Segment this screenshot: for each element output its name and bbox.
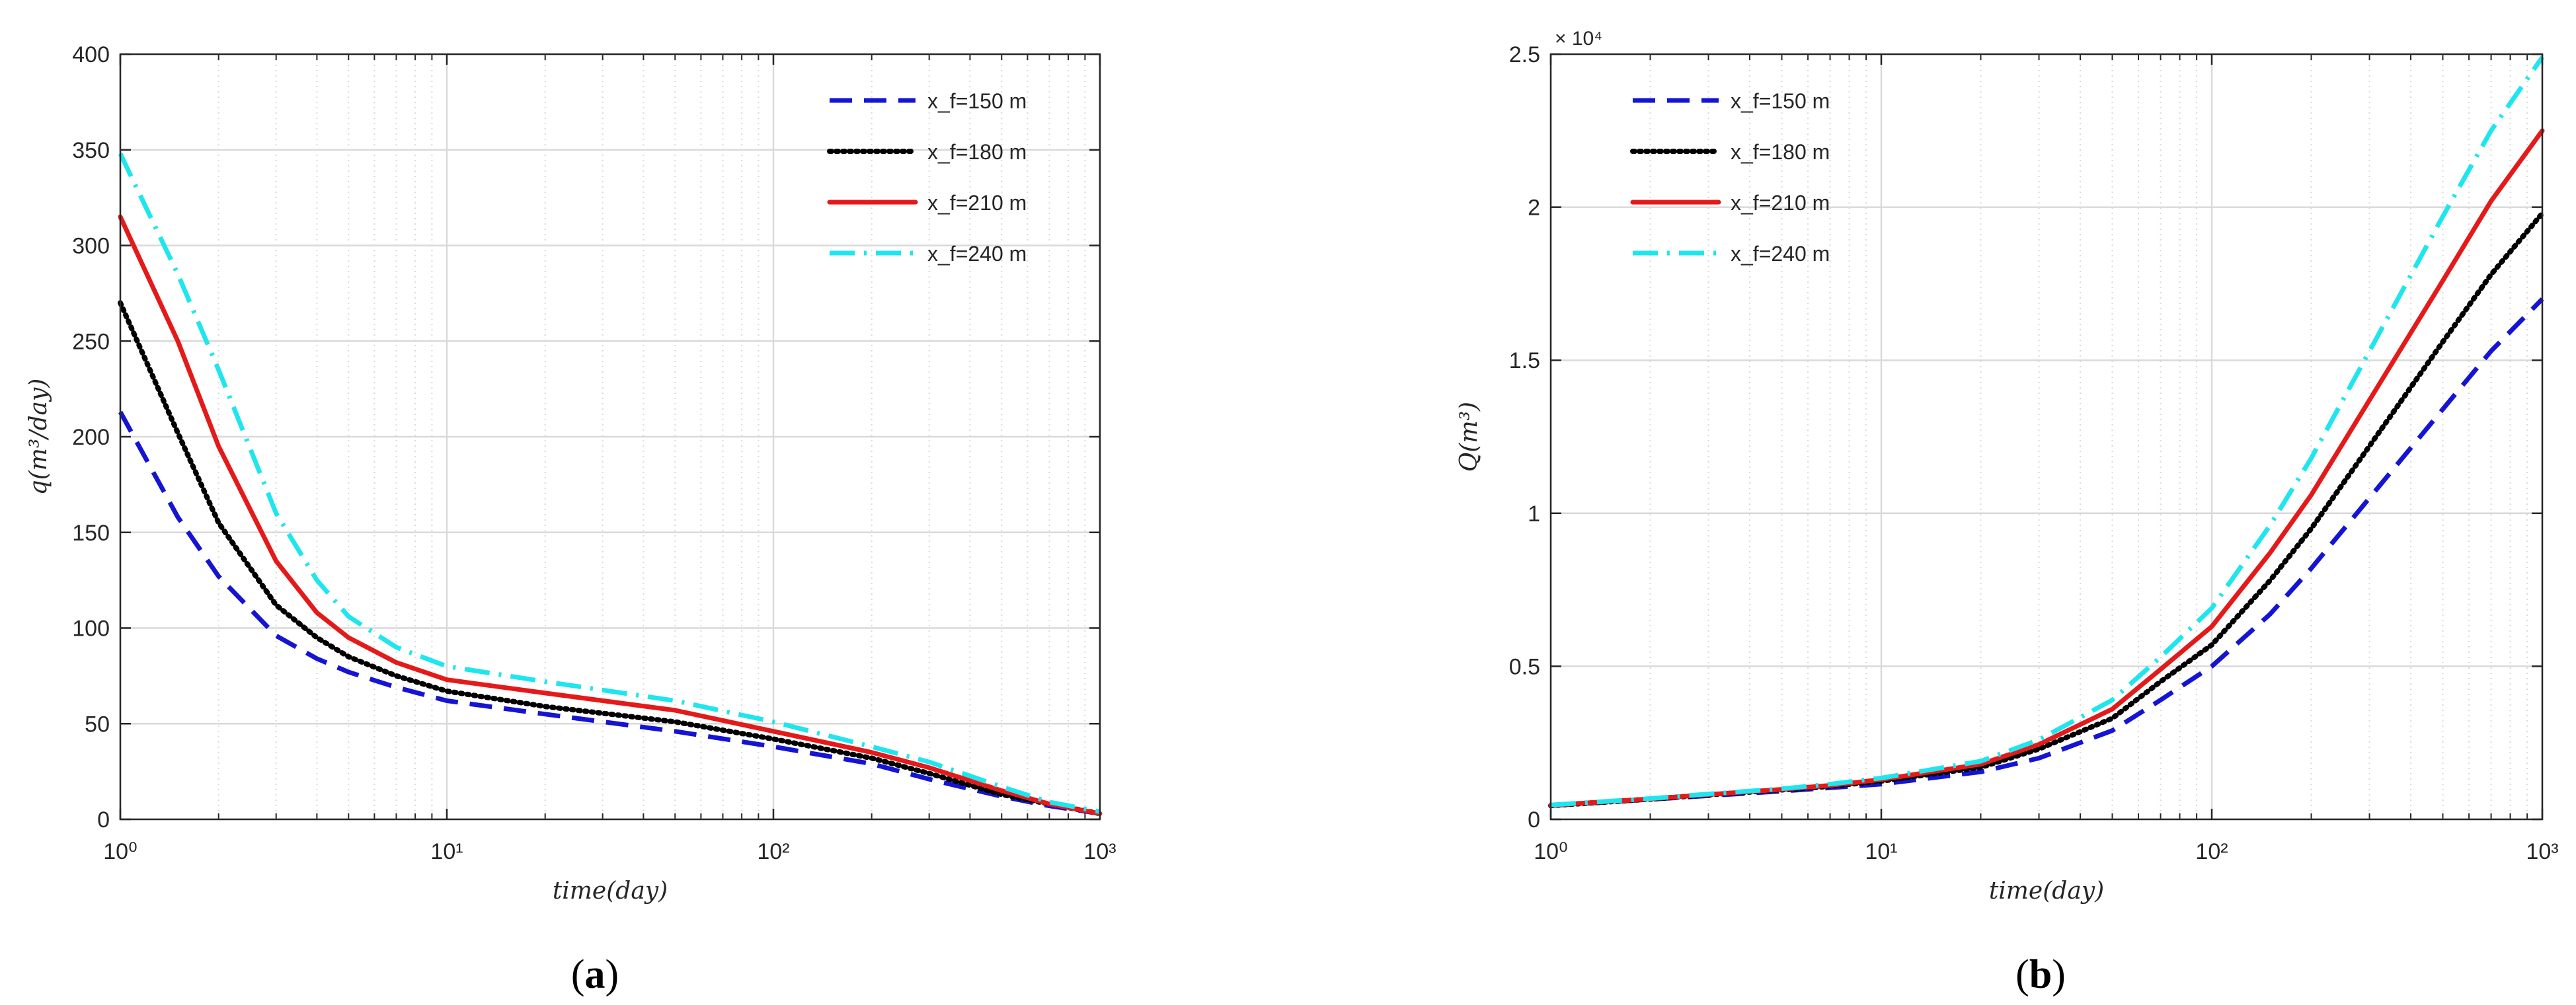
y-axis-label: q(m³/day) <box>25 379 52 496</box>
y-tick-label: 200 <box>72 425 110 450</box>
legend-label-xf-240: x_f=240 m <box>1731 242 1830 266</box>
y-tick-label: 50 <box>85 712 110 737</box>
legend-label-xf-150: x_f=150 m <box>927 89 1027 113</box>
caption-paren-close: ) <box>2052 952 2066 997</box>
legend-label-xf-210: x_f=210 m <box>1731 191 1830 215</box>
panel-caption: (a) <box>571 952 619 997</box>
x-axis-label: time(day) <box>553 877 668 905</box>
x-tick-label: 10⁰ <box>103 839 137 864</box>
y-tick-label: 1 <box>1528 502 1540 527</box>
y-tick-label: 250 <box>72 329 110 354</box>
x-axis-label: time(day) <box>1989 877 2104 905</box>
x-tick-label: 10¹ <box>430 839 463 864</box>
y-tick-label: 0 <box>1528 807 1540 833</box>
panel-b-chart: 10⁰ 10¹ 10² 10³ 0 0.5 1 1.5 2 2.5 × 10⁴ time(day) Q(… <box>1456 28 2559 997</box>
y-tick-label: 1.5 <box>1509 348 1540 373</box>
y-tick-label: 150 <box>72 521 110 546</box>
series-line-xf-240 <box>118 152 1101 814</box>
y-tick-label: 2 <box>1528 196 1540 221</box>
y-exponent-label: × 10⁴ <box>1555 28 1602 50</box>
x-tick-label: 10³ <box>1083 839 1116 864</box>
series-line-xf-150 <box>118 410 1101 816</box>
y-tick-label: 300 <box>72 234 110 259</box>
legend-label-xf-180: x_f=180 m <box>1731 140 1830 164</box>
plot-area <box>1551 54 2542 819</box>
caption-paren-open: ( <box>571 952 585 997</box>
axes-box <box>1549 53 2544 821</box>
y-tick-label: 100 <box>72 616 110 642</box>
legend-label-xf-210: x_f=210 m <box>927 191 1027 215</box>
panel-caption: (b) <box>2015 952 2066 997</box>
x-tick-label: 10² <box>757 839 789 864</box>
y-tick-label: 350 <box>72 138 110 163</box>
caption-letter: a <box>585 952 605 997</box>
legend-label-xf-240: x_f=240 m <box>927 242 1027 266</box>
series-line-xf-180 <box>118 300 1103 817</box>
x-tick-label: 10¹ <box>1865 839 1897 864</box>
caption-paren-close: ) <box>605 952 619 997</box>
caption-paren-open: ( <box>2015 952 2029 997</box>
y-tick-label: 400 <box>72 42 110 67</box>
y-tick-label: 0 <box>97 807 110 833</box>
series-line-xf-210 <box>118 214 1103 816</box>
x-tick-label: 10³ <box>2526 839 2558 864</box>
legend-label-xf-150: x_f=150 m <box>1731 89 1830 113</box>
legend-label-xf-180: x_f=180 m <box>927 140 1027 164</box>
x-tick-label: 10² <box>2195 839 2228 864</box>
y-axis-label: Q(m³) <box>1456 402 1483 472</box>
y-tick-label: 0.5 <box>1509 654 1540 679</box>
panel-a-chart: 10⁰ 10¹ 10² 10³ 0 50 100 150 200 250 300 350 400 time… <box>25 42 1116 997</box>
caption-letter: b <box>2029 952 2052 997</box>
series-line-xf-240 <box>1550 56 2544 807</box>
x-tick-label: 10⁰ <box>1534 839 1567 864</box>
y-tick-label: 2.5 <box>1509 42 1540 67</box>
